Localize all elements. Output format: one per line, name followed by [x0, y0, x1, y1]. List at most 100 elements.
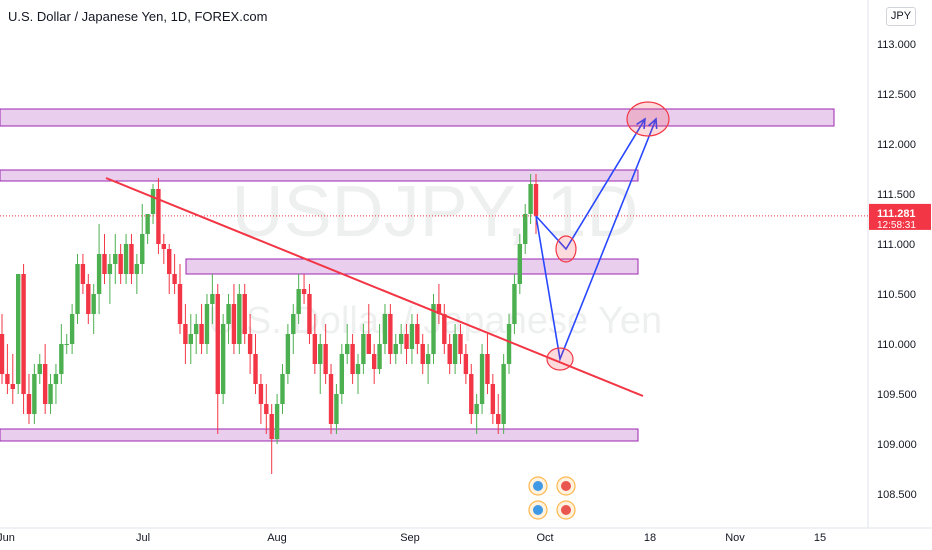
candle-body — [398, 334, 404, 344]
candle-body — [447, 344, 452, 364]
candle-body — [183, 324, 188, 344]
candle-body — [118, 254, 123, 274]
candle-body — [296, 289, 301, 314]
candle-body — [102, 254, 107, 274]
candle-body — [37, 364, 42, 374]
candle-body — [226, 304, 231, 324]
candle-body — [393, 344, 398, 354]
candle-body — [280, 374, 285, 404]
candle-body — [512, 284, 517, 324]
candle-body — [307, 294, 312, 334]
candle-body — [388, 314, 393, 354]
x-tick-label: Jul — [136, 532, 150, 544]
target-ellipse-2 — [555, 235, 577, 263]
x-tick-label: 15 — [814, 532, 826, 544]
candle-body — [242, 294, 247, 334]
candle-body — [334, 394, 339, 424]
candle-body — [140, 234, 145, 264]
candle-body — [506, 324, 512, 364]
zone-4 — [0, 428, 639, 442]
event-flag-icon-inner — [533, 481, 543, 491]
candle-body — [91, 294, 96, 314]
watermark-symbol: USDJPY, 1D — [232, 172, 639, 252]
candle-body — [193, 324, 199, 334]
x-tick-label: Nov — [725, 532, 745, 544]
candle-body — [517, 244, 523, 284]
candle-body — [220, 324, 226, 394]
candle-body — [199, 324, 204, 344]
event-flag-icon-inner — [533, 505, 543, 515]
candle-body — [452, 334, 458, 364]
candle-body — [528, 184, 533, 214]
candle-body — [436, 304, 442, 314]
candle-body — [86, 284, 91, 314]
candle-body — [339, 354, 345, 394]
projection-arrowhead — [648, 117, 658, 130]
currency-button[interactable]: JPY — [886, 7, 916, 26]
candle-body — [420, 344, 425, 364]
candle-body — [113, 254, 118, 264]
y-tick-label: 112.000 — [877, 139, 916, 151]
candle-body — [253, 354, 258, 384]
y-tick-label: 108.500 — [877, 489, 917, 501]
candle-body — [458, 334, 463, 354]
candle-body — [258, 384, 264, 404]
x-tick-label: 18 — [644, 532, 656, 544]
candle-body — [377, 344, 382, 369]
candle-body — [323, 344, 328, 374]
projection-path-1 — [535, 118, 646, 251]
candle-body — [172, 274, 177, 284]
candle-body — [533, 184, 539, 216]
candle-body — [21, 274, 26, 394]
candle-body — [366, 334, 371, 354]
candle-body — [350, 344, 355, 374]
candle-body — [382, 314, 388, 344]
candle-body — [10, 384, 15, 389]
candle-body — [425, 354, 431, 364]
candle-body — [237, 294, 242, 344]
candle-body — [328, 374, 334, 424]
candle-body — [0, 334, 5, 374]
candle-body — [107, 264, 113, 274]
candle-body — [145, 214, 150, 234]
x-tick-label: Sep — [400, 532, 420, 544]
candle-body — [231, 304, 237, 344]
target-ellipse-1 — [626, 101, 670, 137]
projection-path-2 — [535, 118, 657, 362]
event-flag-icon-inner — [561, 481, 571, 491]
y-tick-label: 112.500 — [877, 89, 916, 101]
candle-body — [264, 404, 269, 414]
y-tick-label: 111.500 — [877, 189, 915, 201]
price-badge — [869, 203, 931, 230]
candle-body — [15, 274, 21, 384]
candle-body — [129, 244, 134, 274]
candle-body — [361, 334, 366, 364]
zone-1 — [0, 108, 835, 127]
y-tick-label: 109.000 — [877, 439, 917, 451]
y-tick-label: 110.000 — [877, 339, 916, 351]
candle-body — [210, 294, 215, 304]
candle-body — [59, 344, 64, 374]
zone-2 — [0, 169, 639, 182]
event-flag-icon-inner — [561, 505, 571, 515]
candle-body — [215, 294, 220, 394]
candle-body — [64, 344, 69, 345]
candle-body — [269, 414, 274, 439]
candle-body — [442, 314, 447, 344]
candle-body — [301, 289, 307, 294]
candle-body — [48, 384, 53, 404]
candle-body — [161, 244, 167, 249]
candle-body — [156, 189, 161, 244]
candle-body — [404, 334, 409, 349]
candle-body — [469, 374, 474, 414]
candle-body — [285, 334, 291, 374]
x-tick-label: Jun — [0, 532, 15, 544]
x-tick-label: Oct — [536, 532, 553, 544]
x-tick-label: Aug — [267, 532, 287, 544]
chart-title: U.S. Dollar / Japanese Yen, 1D, FOREX.co… — [8, 9, 268, 24]
candle-body — [80, 264, 86, 284]
candle-body — [53, 374, 59, 384]
candle-body — [134, 264, 140, 274]
